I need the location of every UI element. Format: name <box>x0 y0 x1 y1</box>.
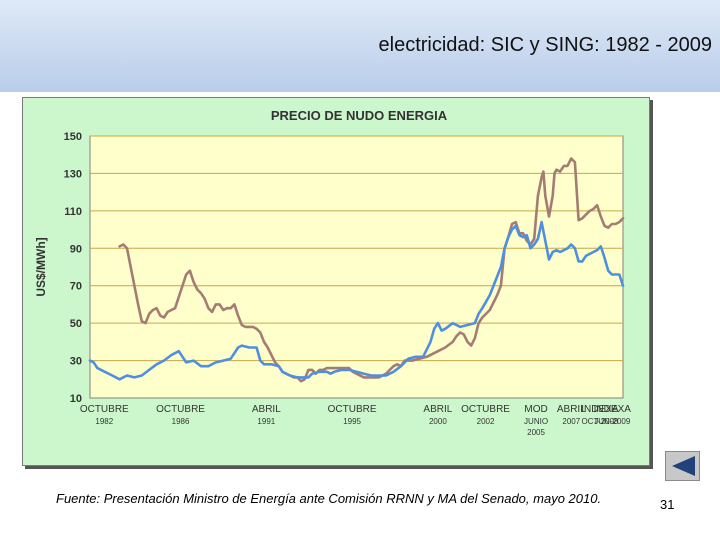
x-tick-label: 1991 <box>257 417 275 426</box>
x-tick-label: ABRIL <box>252 404 281 415</box>
y-tick-label: 30 <box>70 356 82 368</box>
chart-title: PRECIO DE NUDO ENERGIA <box>271 108 448 123</box>
slide-title: electricidad: SIC y SING: 1982 - 2009 <box>378 34 713 56</box>
chart-frame: PRECIO DE NUDO ENERGIA US$/MWh] 10 30 50 70… <box>22 97 650 466</box>
page-number: 31 <box>660 497 675 512</box>
y-tick-label: 130 <box>64 168 82 180</box>
y-tick-label: 50 <box>70 318 82 330</box>
slide-header: electricidad: SIC y SING: 1982 - 2009 <box>0 0 720 92</box>
x-tick-label: MOD <box>524 404 547 415</box>
y-tick-label: 10 <box>70 393 82 405</box>
x-tick-label: OCTUBRE <box>328 404 377 415</box>
y-tick-label: 110 <box>64 206 82 218</box>
x-tick-label: 2005 <box>527 428 545 437</box>
series-line-sic <box>88 220 625 381</box>
x-tick-label: 2000 <box>429 417 447 426</box>
x-tick-label: ABRIL <box>557 404 586 415</box>
x-tick-label: OCTUBRE <box>461 404 510 415</box>
source-note: Fuente: Presentación Ministro de Energía… <box>56 491 602 506</box>
x-tick-label: ABRIL <box>423 404 452 415</box>
x-tick-label: INDEXA <box>581 404 619 415</box>
x-tick-label: 2002 <box>477 417 495 426</box>
x-tick-label: OCT-2008 <box>581 417 618 426</box>
back-button[interactable] <box>665 451 700 481</box>
x-tick-label: 1995 <box>343 417 361 426</box>
x-tick-label: INDEXA <box>594 404 632 415</box>
x-tick-label: 1986 <box>172 417 190 426</box>
price-chart: PRECIO DE NUDO ENERGIA US$/MWh] 10 30 50 70… <box>34 108 632 437</box>
y-tick-label: 150 <box>64 131 82 143</box>
x-tick-label: 2007 <box>562 417 580 426</box>
y-axis-label: US$/MWh] <box>34 237 48 296</box>
plot-area <box>89 135 624 399</box>
series-line-sing <box>118 157 625 383</box>
x-tick-label: JUN-2009 <box>594 417 631 426</box>
x-tick-label: 1982 <box>95 417 113 426</box>
y-tick-label: 70 <box>70 281 82 293</box>
y-tick-label: 90 <box>70 243 82 255</box>
x-tick-label: OCTUBRE <box>80 404 129 415</box>
x-tick-label: OCTUBRE <box>156 404 205 415</box>
back-arrow-icon <box>672 456 695 476</box>
x-tick-label: JUNIO <box>524 417 548 426</box>
